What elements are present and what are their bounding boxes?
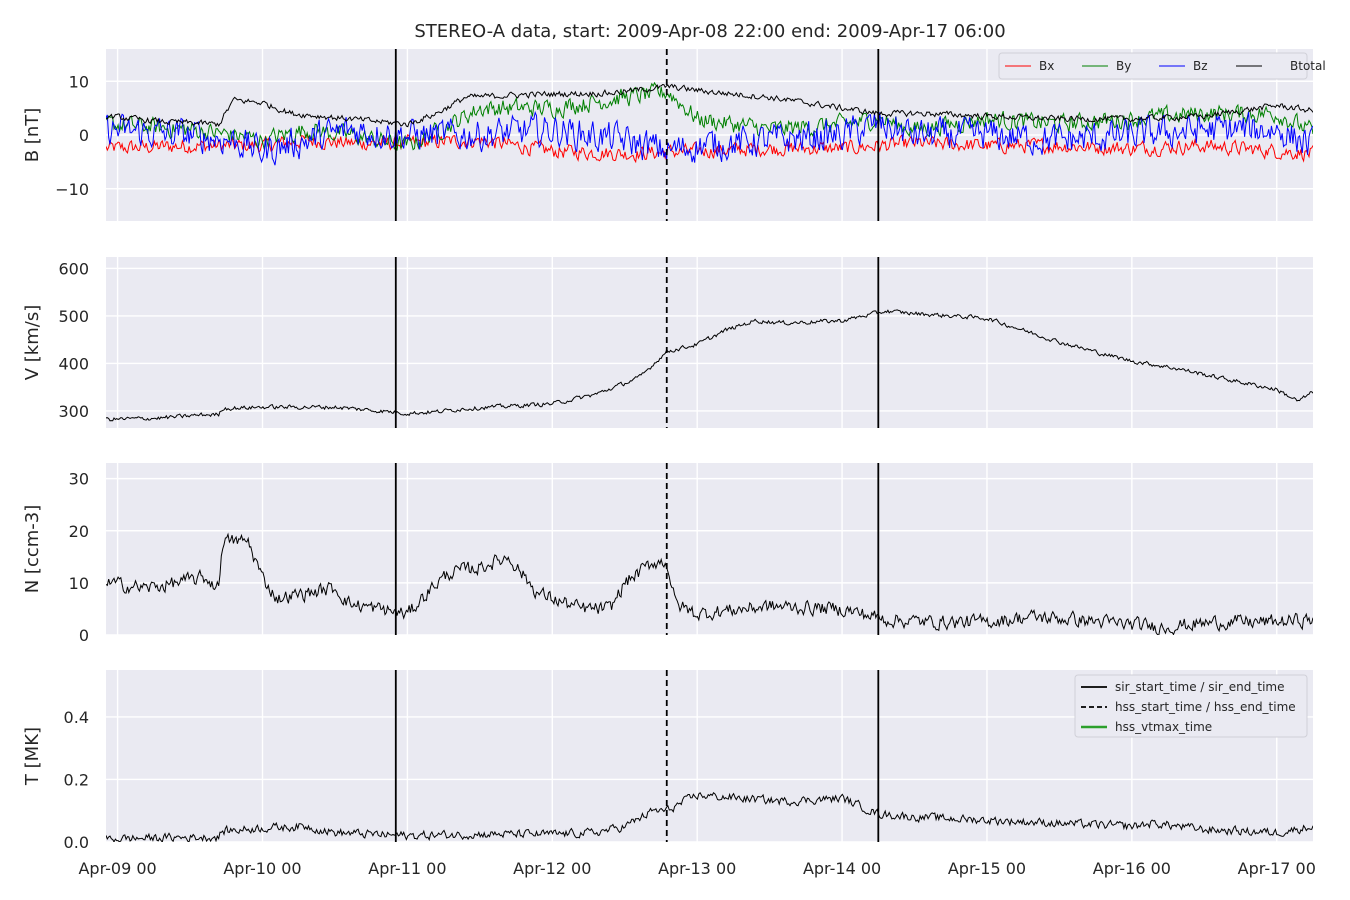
x-tick-label: Apr-10 00	[223, 859, 301, 878]
series-line-bz	[106, 110, 1313, 166]
y-tick-label: 300	[58, 402, 89, 421]
y-tick-label: 0.0	[64, 833, 89, 852]
series-group	[106, 532, 1313, 635]
y-tick-label: −10	[55, 180, 89, 199]
y-tick-label: 20	[69, 522, 89, 541]
y-tick-label: 0.4	[64, 708, 89, 727]
y-tick-label: 0	[79, 126, 89, 145]
legend-box	[1074, 674, 1308, 738]
series-line-by	[106, 81, 1313, 151]
legend-label: Bz	[1193, 59, 1208, 73]
x-tick-label: Apr-17 00	[1238, 859, 1316, 878]
plot-area	[106, 463, 1313, 635]
legend-b: Bx By Bz Btotal	[998, 52, 1326, 80]
y-axis-label: N [ccm-3]	[22, 505, 43, 594]
y-axis-label: T [MK]	[22, 727, 43, 786]
panel-3: 0 10 20 30 N [ccm-3]	[22, 463, 1313, 645]
x-tick-label: Apr-11 00	[368, 859, 446, 878]
x-tick-label: Apr-13 00	[658, 859, 736, 878]
x-tick-label: Apr-14 00	[803, 859, 881, 878]
legend-label: Btotal	[1290, 59, 1326, 73]
panel-1: 10 0 −10 B [nT] Bx By Bz Btotal	[22, 49, 1326, 221]
series-line-btotal	[106, 83, 1313, 128]
legend-label: hss_vtmax_time	[1115, 720, 1212, 734]
plot-area	[106, 257, 1313, 428]
y-tick-label: 10	[69, 72, 89, 91]
legend-label: sir_start_time / sir_end_time	[1115, 680, 1285, 694]
panel-4: 0.0 0.2 0.4 T [MK] Apr-09 00 Apr-10 00 Apr-11 …	[22, 670, 1316, 878]
series-group	[106, 81, 1313, 166]
series-line-t	[106, 792, 1313, 842]
x-tick-label: Apr-16 00	[1093, 859, 1171, 878]
panel-2: 300 400 500 600 V [km/s]	[22, 257, 1313, 428]
legend-label: By	[1116, 59, 1131, 73]
y-tick-label: 500	[58, 307, 89, 326]
legend-events: sir_start_time / sir_end_time hss_start_t…	[1074, 674, 1308, 738]
legend-label: hss_start_time / hss_end_time	[1115, 700, 1296, 714]
x-tick-label: Apr-15 00	[948, 859, 1026, 878]
series-group	[106, 792, 1313, 842]
legend-label: Bx	[1039, 59, 1054, 73]
y-tick-label: 10	[69, 574, 89, 593]
y-axis-label: V [km/s]	[22, 305, 43, 380]
y-axis-label: B [nT]	[22, 108, 43, 163]
x-tick-label: Apr-12 00	[513, 859, 591, 878]
x-tick-label: Apr-09 00	[78, 859, 156, 878]
series-line-v	[106, 309, 1313, 422]
y-tick-label: 0	[79, 626, 89, 645]
y-tick-label: 600	[58, 259, 89, 278]
chart-title: STEREO-A data, start: 2009-Apr-08 22:00 …	[414, 21, 1005, 42]
series-line-n	[106, 532, 1313, 635]
series-group	[106, 309, 1313, 422]
legend-box	[998, 52, 1308, 80]
y-tick-label: 400	[58, 354, 89, 373]
y-tick-label: 0.2	[64, 770, 89, 789]
y-tick-label: 30	[69, 470, 89, 489]
